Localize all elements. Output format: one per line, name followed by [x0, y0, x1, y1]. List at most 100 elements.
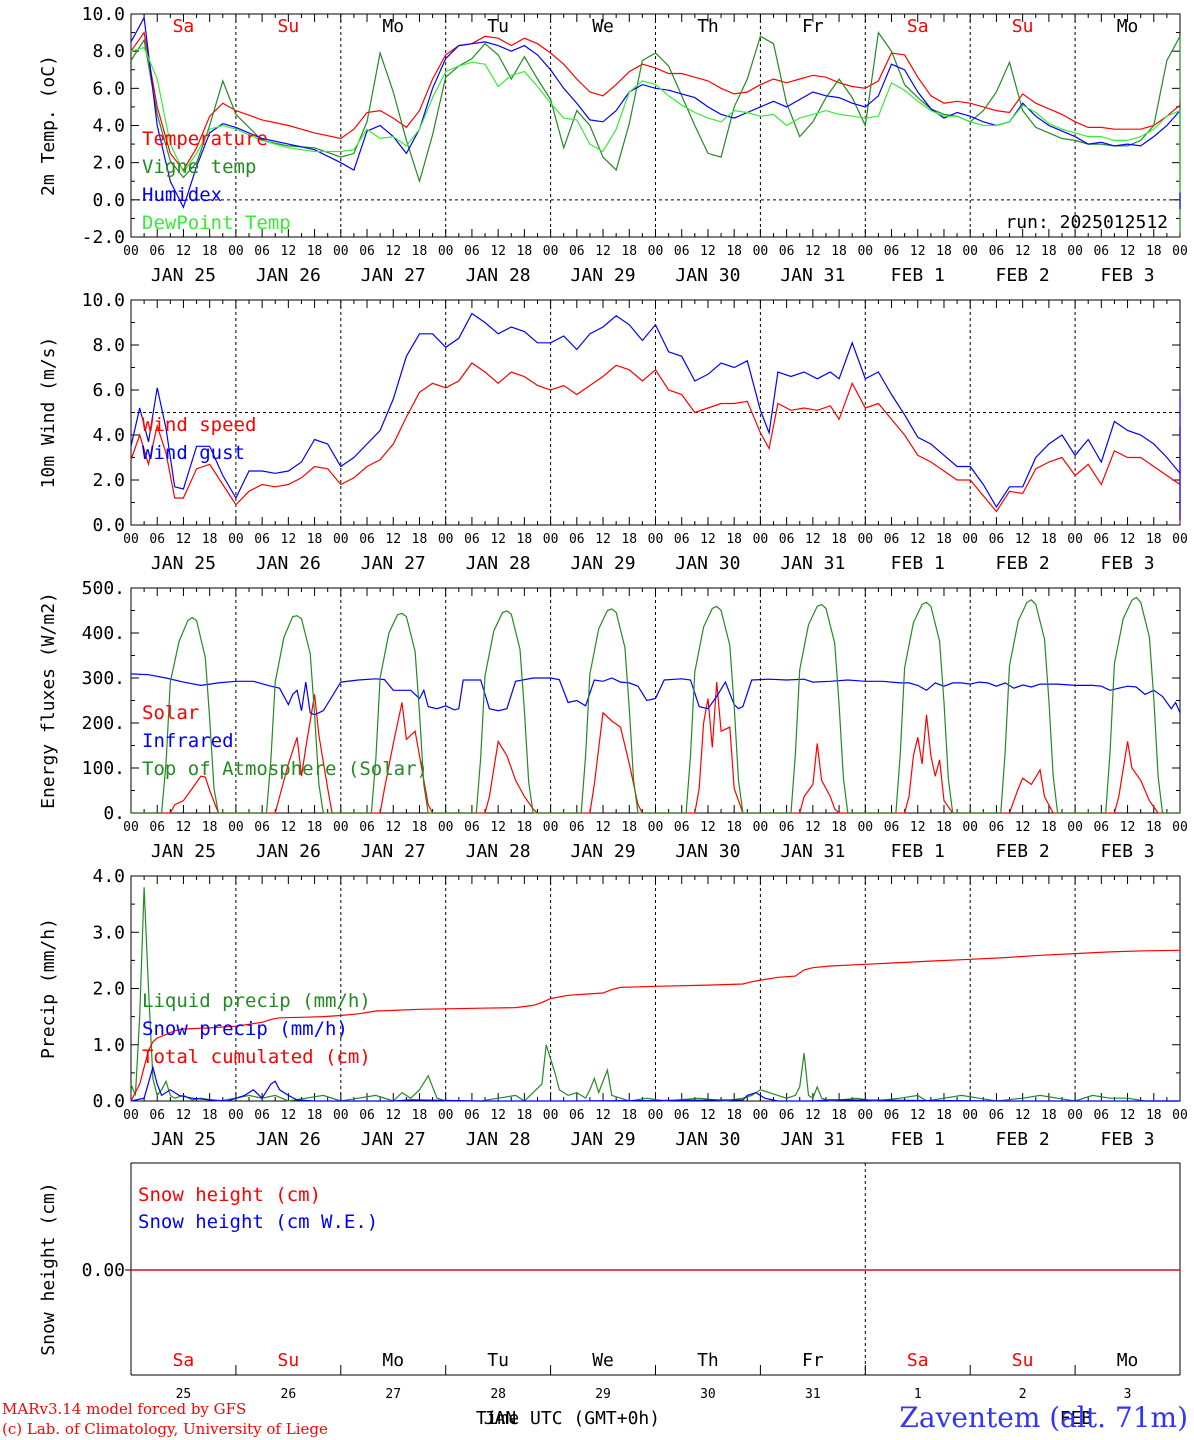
weekday-label: Tu: [487, 16, 509, 37]
legend-label: Vigne temp: [142, 156, 256, 178]
x-hour-label: 06: [674, 532, 690, 547]
x-hour-label: 06: [464, 820, 480, 835]
y-tick-label: 0.0: [92, 1091, 125, 1112]
x-date-label: JAN 29: [571, 265, 636, 286]
x-hour-label: 12: [490, 1108, 506, 1123]
weekday-label: Sa: [907, 16, 929, 37]
x-hour-label: 18: [936, 1108, 952, 1123]
y-axis-title: Energy fluxes (W/m2): [38, 592, 59, 809]
x-date-label: FEB 2: [996, 553, 1050, 574]
y-axis-title: 2m Temp. (oC): [38, 55, 59, 196]
x-hour-label: 06: [149, 532, 165, 547]
x-hour-label: 00: [543, 820, 559, 835]
y-tick-label: 2.0: [92, 979, 125, 1000]
x-hour-label: 18: [621, 532, 637, 547]
legend-label: Solar: [142, 702, 199, 724]
weekday-label: Su: [278, 1350, 300, 1371]
x-hour-label: 12: [595, 244, 611, 259]
x-hour-label: 00: [753, 820, 769, 835]
x-hour-label: 18: [831, 244, 847, 259]
x-axis-title: Time UTC (GMT+0h): [476, 1408, 660, 1429]
x-date-label: JAN 28: [466, 1129, 531, 1150]
x-date-label: JAN 31: [780, 841, 845, 862]
x-date-label: JAN 30: [675, 265, 740, 286]
x-date-label: FEB 3: [1100, 553, 1154, 574]
y-tick-label: 0.: [103, 803, 125, 824]
x-hour-label: 06: [464, 532, 480, 547]
series-line: [130, 46, 1181, 193]
x-hour-label: 00: [962, 244, 978, 259]
x-hour-label: 12: [176, 1108, 192, 1123]
x-hour-label: 00: [753, 532, 769, 547]
x-hour-label: 18: [412, 1108, 428, 1123]
legend-label: Infrared: [142, 730, 234, 752]
y-tick-label: 0.0: [92, 190, 125, 211]
y-tick-label: -2.0: [82, 227, 125, 248]
day-number-label: 26: [281, 1387, 297, 1402]
x-hour-label: 06: [569, 532, 585, 547]
x-hour-label: 06: [254, 244, 270, 259]
day-number-label: 27: [385, 1387, 401, 1402]
x-hour-label: 00: [438, 244, 454, 259]
y-tick-label: 10.0: [82, 4, 125, 25]
legend-label: Total cumulated (cm): [142, 1046, 371, 1068]
y-tick-label: 8.0: [92, 335, 125, 356]
x-hour-label: 12: [1120, 1108, 1136, 1123]
y-tick-label: 100.: [82, 758, 125, 779]
x-hour-label: 06: [569, 1108, 585, 1123]
legend-label: Wind gust: [142, 442, 245, 464]
x-date-label: FEB 1: [891, 1129, 945, 1150]
y-tick-label: 1.0: [92, 1035, 125, 1056]
x-date-label: JAN 30: [675, 553, 740, 574]
x-hour-label: 12: [1015, 244, 1031, 259]
weekday-label: Mo: [1117, 1350, 1139, 1371]
x-hour-label: 06: [989, 532, 1005, 547]
legend-label: Liquid precip (mm/h): [142, 990, 371, 1012]
x-hour-label: 00: [648, 244, 664, 259]
y-axis-title: Precip (mm/h): [38, 918, 59, 1059]
y-tick-label: 2.0: [92, 470, 125, 491]
weekday-label: Mo: [1117, 16, 1139, 37]
x-date-label: JAN 27: [361, 265, 426, 286]
weekday-label: Su: [1012, 16, 1034, 37]
x-hour-label: 12: [595, 532, 611, 547]
x-hour-label: 00: [333, 820, 349, 835]
x-hour-label: 18: [202, 244, 218, 259]
x-hour-label: 18: [202, 532, 218, 547]
x-hour-label: 00: [857, 820, 873, 835]
x-hour-label: 00: [1172, 244, 1188, 259]
x-hour-label: 06: [1093, 820, 1109, 835]
x-hour-label: 18: [1146, 244, 1162, 259]
x-hour-label: 18: [1146, 1108, 1162, 1123]
x-hour-label: 18: [831, 820, 847, 835]
weekday-label: Sa: [173, 1350, 195, 1371]
x-hour-label: 06: [989, 244, 1005, 259]
legend-label: Top of Atmosphere (Solar): [142, 758, 428, 780]
x-hour-label: 06: [359, 820, 375, 835]
x-hour-label: 06: [1093, 1108, 1109, 1123]
x-hour-label: 00: [228, 532, 244, 547]
x-hour-label: 18: [517, 244, 533, 259]
x-hour-label: 18: [412, 532, 428, 547]
x-hour-label: 06: [674, 244, 690, 259]
x-date-label: JAN 26: [256, 265, 321, 286]
x-hour-label: 06: [674, 1108, 690, 1123]
x-hour-label: 12: [281, 820, 297, 835]
x-hour-label: 06: [779, 532, 795, 547]
x-hour-label: 06: [149, 1108, 165, 1123]
x-hour-label: 12: [910, 820, 926, 835]
x-hour-label: 00: [753, 244, 769, 259]
x-hour-label: 18: [621, 1108, 637, 1123]
x-hour-label: 18: [202, 820, 218, 835]
day-number-label: 29: [595, 1387, 611, 1402]
station-name: Zaventem (alt. 71m): [899, 1401, 1188, 1434]
x-hour-label: 06: [149, 244, 165, 259]
series-line: [130, 312, 1181, 521]
x-hour-label: 12: [700, 532, 716, 547]
x-date-label: FEB 2: [996, 1129, 1050, 1150]
y-tick-label: 4.0: [92, 866, 125, 887]
x-hour-label: 00: [962, 532, 978, 547]
x-hour-label: 12: [910, 244, 926, 259]
x-hour-label: 06: [464, 1108, 480, 1123]
x-hour-label: 06: [569, 244, 585, 259]
